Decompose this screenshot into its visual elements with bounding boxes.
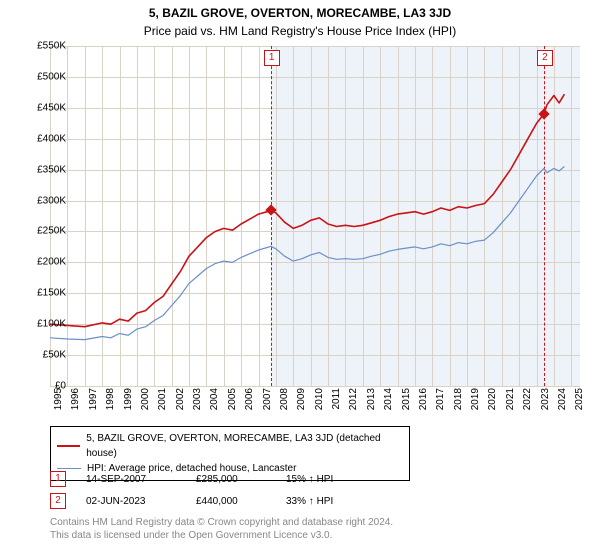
xtick-label: 2015	[401, 388, 412, 418]
xtick-label: 2007	[262, 388, 273, 418]
xtick-label: 2005	[227, 388, 238, 418]
chart-title-address: 5, BAZIL GROVE, OVERTON, MORECAMBE, LA3 …	[0, 0, 600, 20]
xtick-label: 1998	[105, 388, 116, 418]
xtick-label: 2012	[348, 388, 359, 418]
xtick-label: 2020	[487, 388, 498, 418]
marker-diff-1: 15% ↑ HPI	[286, 474, 386, 485]
xtick-label: 2010	[314, 388, 325, 418]
xtick-label: 2022	[522, 388, 533, 418]
legend-swatch-1	[57, 445, 80, 447]
sale-marker-row-2: 2 02-JUN-2023 £440,000 33% ↑ HPI	[50, 490, 386, 512]
xtick-label: 2001	[157, 388, 168, 418]
xtick-label: 2004	[209, 388, 220, 418]
xtick-label: 2025	[574, 388, 585, 418]
marker-box-2: 2	[50, 493, 66, 509]
ytick-label: £250K	[22, 226, 66, 237]
xtick-label: 2011	[331, 388, 342, 418]
series-hpi	[50, 167, 564, 340]
ytick-label: £400K	[22, 133, 66, 144]
marker-price-2: £440,000	[196, 496, 286, 507]
xtick-label: 2017	[435, 388, 446, 418]
xtick-label: 1999	[123, 388, 134, 418]
xtick-label: 2018	[453, 388, 464, 418]
series-price_paid	[50, 94, 564, 327]
marker-diff-2: 33% ↑ HPI	[286, 496, 386, 507]
xtick-label: 1996	[70, 388, 81, 418]
xtick-label: 2002	[175, 388, 186, 418]
sale-marker-row-1: 1 14-SEP-2007 £285,000 15% ↑ HPI	[50, 468, 386, 490]
plot-area: 12	[50, 46, 580, 386]
series-svg	[50, 46, 580, 386]
ytick-label: £300K	[22, 195, 66, 206]
ytick-label: £500K	[22, 71, 66, 82]
ytick-label: £150K	[22, 288, 66, 299]
xtick-label: 2000	[140, 388, 151, 418]
legend-row-1: 5, BAZIL GROVE, OVERTON, MORECAMBE, LA3 …	[57, 431, 403, 461]
ytick-label: £550K	[22, 41, 66, 52]
gridline-h	[50, 386, 580, 387]
marker-price-1: £285,000	[196, 474, 286, 485]
xtick-label: 2021	[505, 388, 516, 418]
xtick-label: 2013	[366, 388, 377, 418]
footer-line-1: Contains HM Land Registry data © Crown c…	[50, 516, 393, 529]
legend-label-1: 5, BAZIL GROVE, OVERTON, MORECAMBE, LA3 …	[86, 431, 403, 461]
footer: Contains HM Land Registry data © Crown c…	[50, 516, 393, 542]
ytick-label: £450K	[22, 102, 66, 113]
xtick-label: 2019	[470, 388, 481, 418]
ytick-label: £200K	[22, 257, 66, 268]
xtick-label: 2008	[279, 388, 290, 418]
xtick-label: 2014	[383, 388, 394, 418]
marker-date-1: 14-SEP-2007	[86, 474, 196, 485]
ytick-label: £50K	[22, 350, 66, 361]
xtick-label: 2023	[540, 388, 551, 418]
marker-box-1: 1	[50, 471, 66, 487]
xtick-label: 1995	[53, 388, 64, 418]
ytick-label: £350K	[22, 164, 66, 175]
sale-markers-table: 1 14-SEP-2007 £285,000 15% ↑ HPI 2 02-JU…	[50, 468, 386, 512]
footer-line-2: This data is licensed under the Open Gov…	[50, 529, 393, 542]
xtick-label: 2003	[192, 388, 203, 418]
xtick-label: 2024	[557, 388, 568, 418]
xtick-label: 1997	[88, 388, 99, 418]
marker-date-2: 02-JUN-2023	[86, 496, 196, 507]
xtick-label: 2006	[244, 388, 255, 418]
xtick-label: 2016	[418, 388, 429, 418]
chart: 12	[50, 46, 580, 408]
xtick-label: 2009	[296, 388, 307, 418]
chart-title-subtitle: Price paid vs. HM Land Registry's House …	[0, 20, 600, 44]
ytick-label: £100K	[22, 319, 66, 330]
